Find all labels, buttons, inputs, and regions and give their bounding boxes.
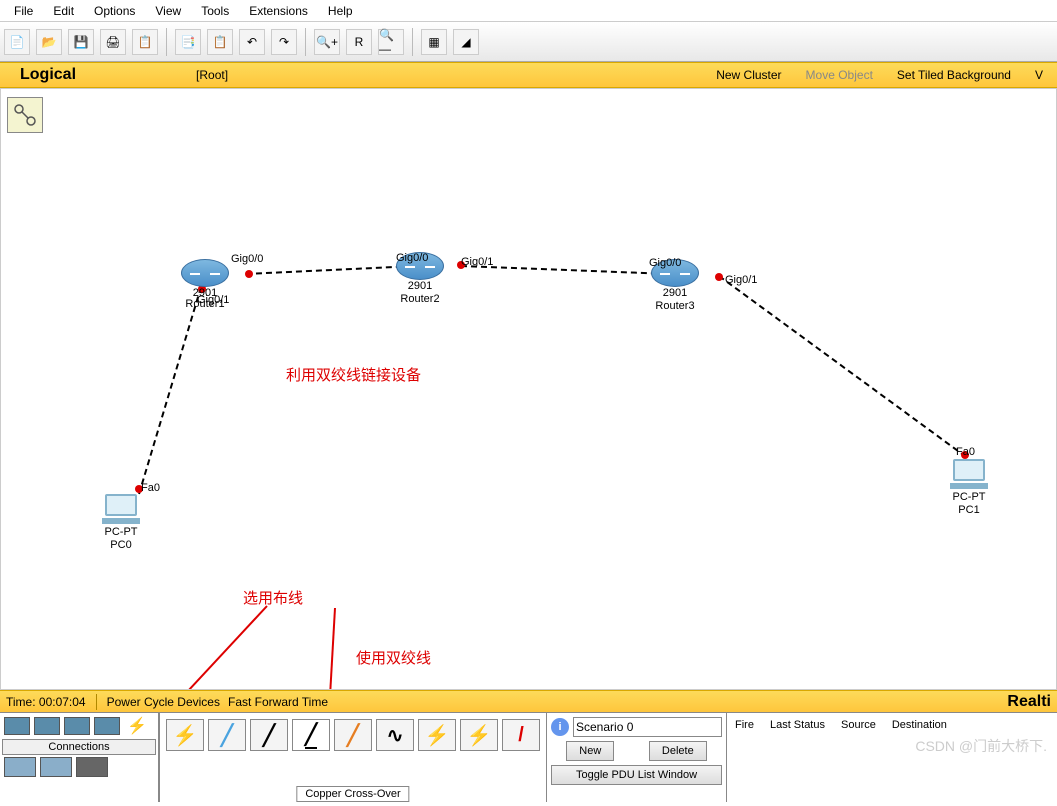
view-ribbon: Logical [Root] New Cluster Move Object S… — [0, 62, 1057, 88]
auto-cable[interactable]: ⚡ — [166, 719, 204, 751]
delete-scenario-button[interactable]: Delete — [649, 741, 707, 761]
pdu-col-fire: Fire — [735, 719, 754, 731]
wan-emul[interactable] — [76, 757, 108, 777]
navigation-icon[interactable] — [7, 97, 43, 133]
view-mode-title: Logical — [0, 66, 96, 84]
device-label: PC1 — [949, 504, 989, 517]
fiber-cable[interactable]: ╱ — [334, 719, 372, 751]
watermark: CSDN @门前大桥下. — [915, 736, 1047, 756]
device-pc0[interactable]: PC-PT PC0 — [101, 494, 141, 552]
viewport-button[interactable]: V — [1025, 66, 1053, 84]
realtime-mode-label[interactable]: Realti — [1007, 693, 1051, 711]
time-display: Time: 00:07:04 — [6, 695, 86, 709]
palette-icon[interactable]: ▦ — [421, 29, 447, 55]
new-scenario-button[interactable]: New — [566, 741, 614, 761]
open-icon[interactable]: 📂 — [36, 29, 62, 55]
new-icon[interactable]: 📄 — [4, 29, 30, 55]
router-icon — [181, 259, 229, 287]
new-cluster-button[interactable]: New Cluster — [706, 66, 791, 84]
serial-dce[interactable]: ⚡ — [460, 719, 498, 751]
menu-help[interactable]: Help — [318, 2, 363, 20]
menu-view[interactable]: View — [145, 2, 191, 20]
selected-cable-name: Copper Cross-Over — [296, 786, 409, 802]
annotation-note: 利用双绞线链接设备 — [286, 364, 421, 385]
save-icon[interactable]: 💾 — [68, 29, 94, 55]
pc-icon — [949, 459, 989, 491]
fast-forward-button[interactable]: Fast Forward Time — [228, 695, 328, 709]
menu-file[interactable]: File — [4, 2, 43, 20]
wizard-icon[interactable]: 📋 — [132, 29, 158, 55]
coax-cable[interactable]: ⚡ — [418, 719, 456, 751]
workspace-canvas[interactable]: 2901 Router1 2901 Router2 2901 Router3 P… — [0, 88, 1057, 690]
port-label: Fa0 — [141, 482, 160, 494]
port-label: Gig0/0 — [396, 252, 428, 264]
pdu-list-panel: Fire Last Status Source Destination — [727, 713, 1057, 802]
connections-label: Connections — [2, 739, 156, 755]
pdu-col-dest: Destination — [892, 719, 947, 731]
device-label: Router3 — [651, 300, 699, 313]
hub-cat[interactable] — [64, 717, 90, 735]
device-category-panel: ⚡ Connections — [0, 713, 160, 802]
menubar: File Edit Options View Tools Extensions … — [0, 0, 1057, 22]
device-model: 2901 — [651, 287, 699, 300]
console-cable[interactable]: ╱ — [208, 719, 246, 751]
connections-cat[interactable]: ⚡ — [124, 717, 150, 735]
link-status-dot — [245, 270, 253, 278]
device-label: PC0 — [101, 539, 141, 552]
print-icon[interactable]: 🖨 — [100, 29, 126, 55]
device-type: PC-PT — [101, 526, 141, 539]
pc-icon — [101, 494, 141, 526]
wireless-cat[interactable] — [94, 717, 120, 735]
copper-straight[interactable]: ╱ — [250, 719, 288, 751]
zoom-reset-icon[interactable]: R — [346, 29, 372, 55]
power-cycle-button[interactable]: Power Cycle Devices — [107, 695, 220, 709]
copy-icon[interactable]: 📑 — [175, 29, 201, 55]
main-toolbar: 📄📂💾🖨📋📑📋↶↷🔍+R🔍—▦◢ — [0, 22, 1057, 62]
serial-dte[interactable]: / — [502, 719, 540, 751]
custom-icon[interactable]: ◢ — [453, 29, 479, 55]
connections-layer — [1, 89, 1056, 689]
device-model: 2901 — [396, 280, 444, 293]
device-type: PC-PT — [949, 491, 989, 504]
router-cat[interactable] — [4, 717, 30, 735]
pdu-col-source: Source — [841, 719, 876, 731]
annotation-use-twisted: 使用双绞线 — [356, 647, 431, 668]
copper-crossover[interactable]: ╱ — [292, 719, 330, 751]
cable-selection-panel: ⚡╱╱╱╱∿⚡⚡/ Copper Cross-Over — [160, 713, 547, 802]
port-label: Gig0/1 — [461, 256, 493, 268]
annotation-select-cable: 选用布线 — [243, 587, 303, 608]
security[interactable] — [40, 757, 72, 777]
port-label: Gig0/0 — [231, 253, 263, 265]
end-devices[interactable] — [4, 757, 36, 777]
menu-extensions[interactable]: Extensions — [239, 2, 318, 20]
port-label: Gig0/0 — [649, 257, 681, 269]
device-pc1[interactable]: PC-PT PC1 — [949, 459, 989, 517]
port-label: Gig0/1 — [725, 274, 757, 286]
pdu-col-status: Last Status — [770, 719, 825, 731]
link-status-dot — [715, 273, 723, 281]
scenario-select[interactable]: Scenario 0 — [573, 717, 722, 737]
switch-cat[interactable] — [34, 717, 60, 735]
device-label: Router2 — [396, 293, 444, 306]
port-label: Fa0 — [956, 446, 975, 458]
bottom-panel: ⚡ Connections ⚡╱╱╱╱∿⚡⚡/ Copper Cross-Ove… — [0, 712, 1057, 802]
root-breadcrumb[interactable]: [Root] — [196, 68, 228, 82]
toggle-pdu-button[interactable]: Toggle PDU List Window — [551, 765, 722, 785]
zoom-out-icon[interactable]: 🔍— — [378, 29, 404, 55]
info-icon[interactable]: i — [551, 718, 569, 736]
status-bar: Time: 00:07:04 Power Cycle Devices Fast … — [0, 690, 1057, 712]
port-label: Gig0/1 — [197, 294, 229, 306]
set-bg-button[interactable]: Set Tiled Background — [887, 66, 1021, 84]
redo-icon[interactable]: ↷ — [271, 29, 297, 55]
undo-icon[interactable]: ↶ — [239, 29, 265, 55]
scenario-panel: i Scenario 0 New Delete Toggle PDU List … — [547, 713, 727, 802]
menu-options[interactable]: Options — [84, 2, 145, 20]
move-object-button[interactable]: Move Object — [796, 66, 883, 84]
menu-tools[interactable]: Tools — [191, 2, 239, 20]
phone-cable[interactable]: ∿ — [376, 719, 414, 751]
zoom-in-icon[interactable]: 🔍+ — [314, 29, 340, 55]
menu-edit[interactable]: Edit — [43, 2, 84, 20]
paste-icon[interactable]: 📋 — [207, 29, 233, 55]
